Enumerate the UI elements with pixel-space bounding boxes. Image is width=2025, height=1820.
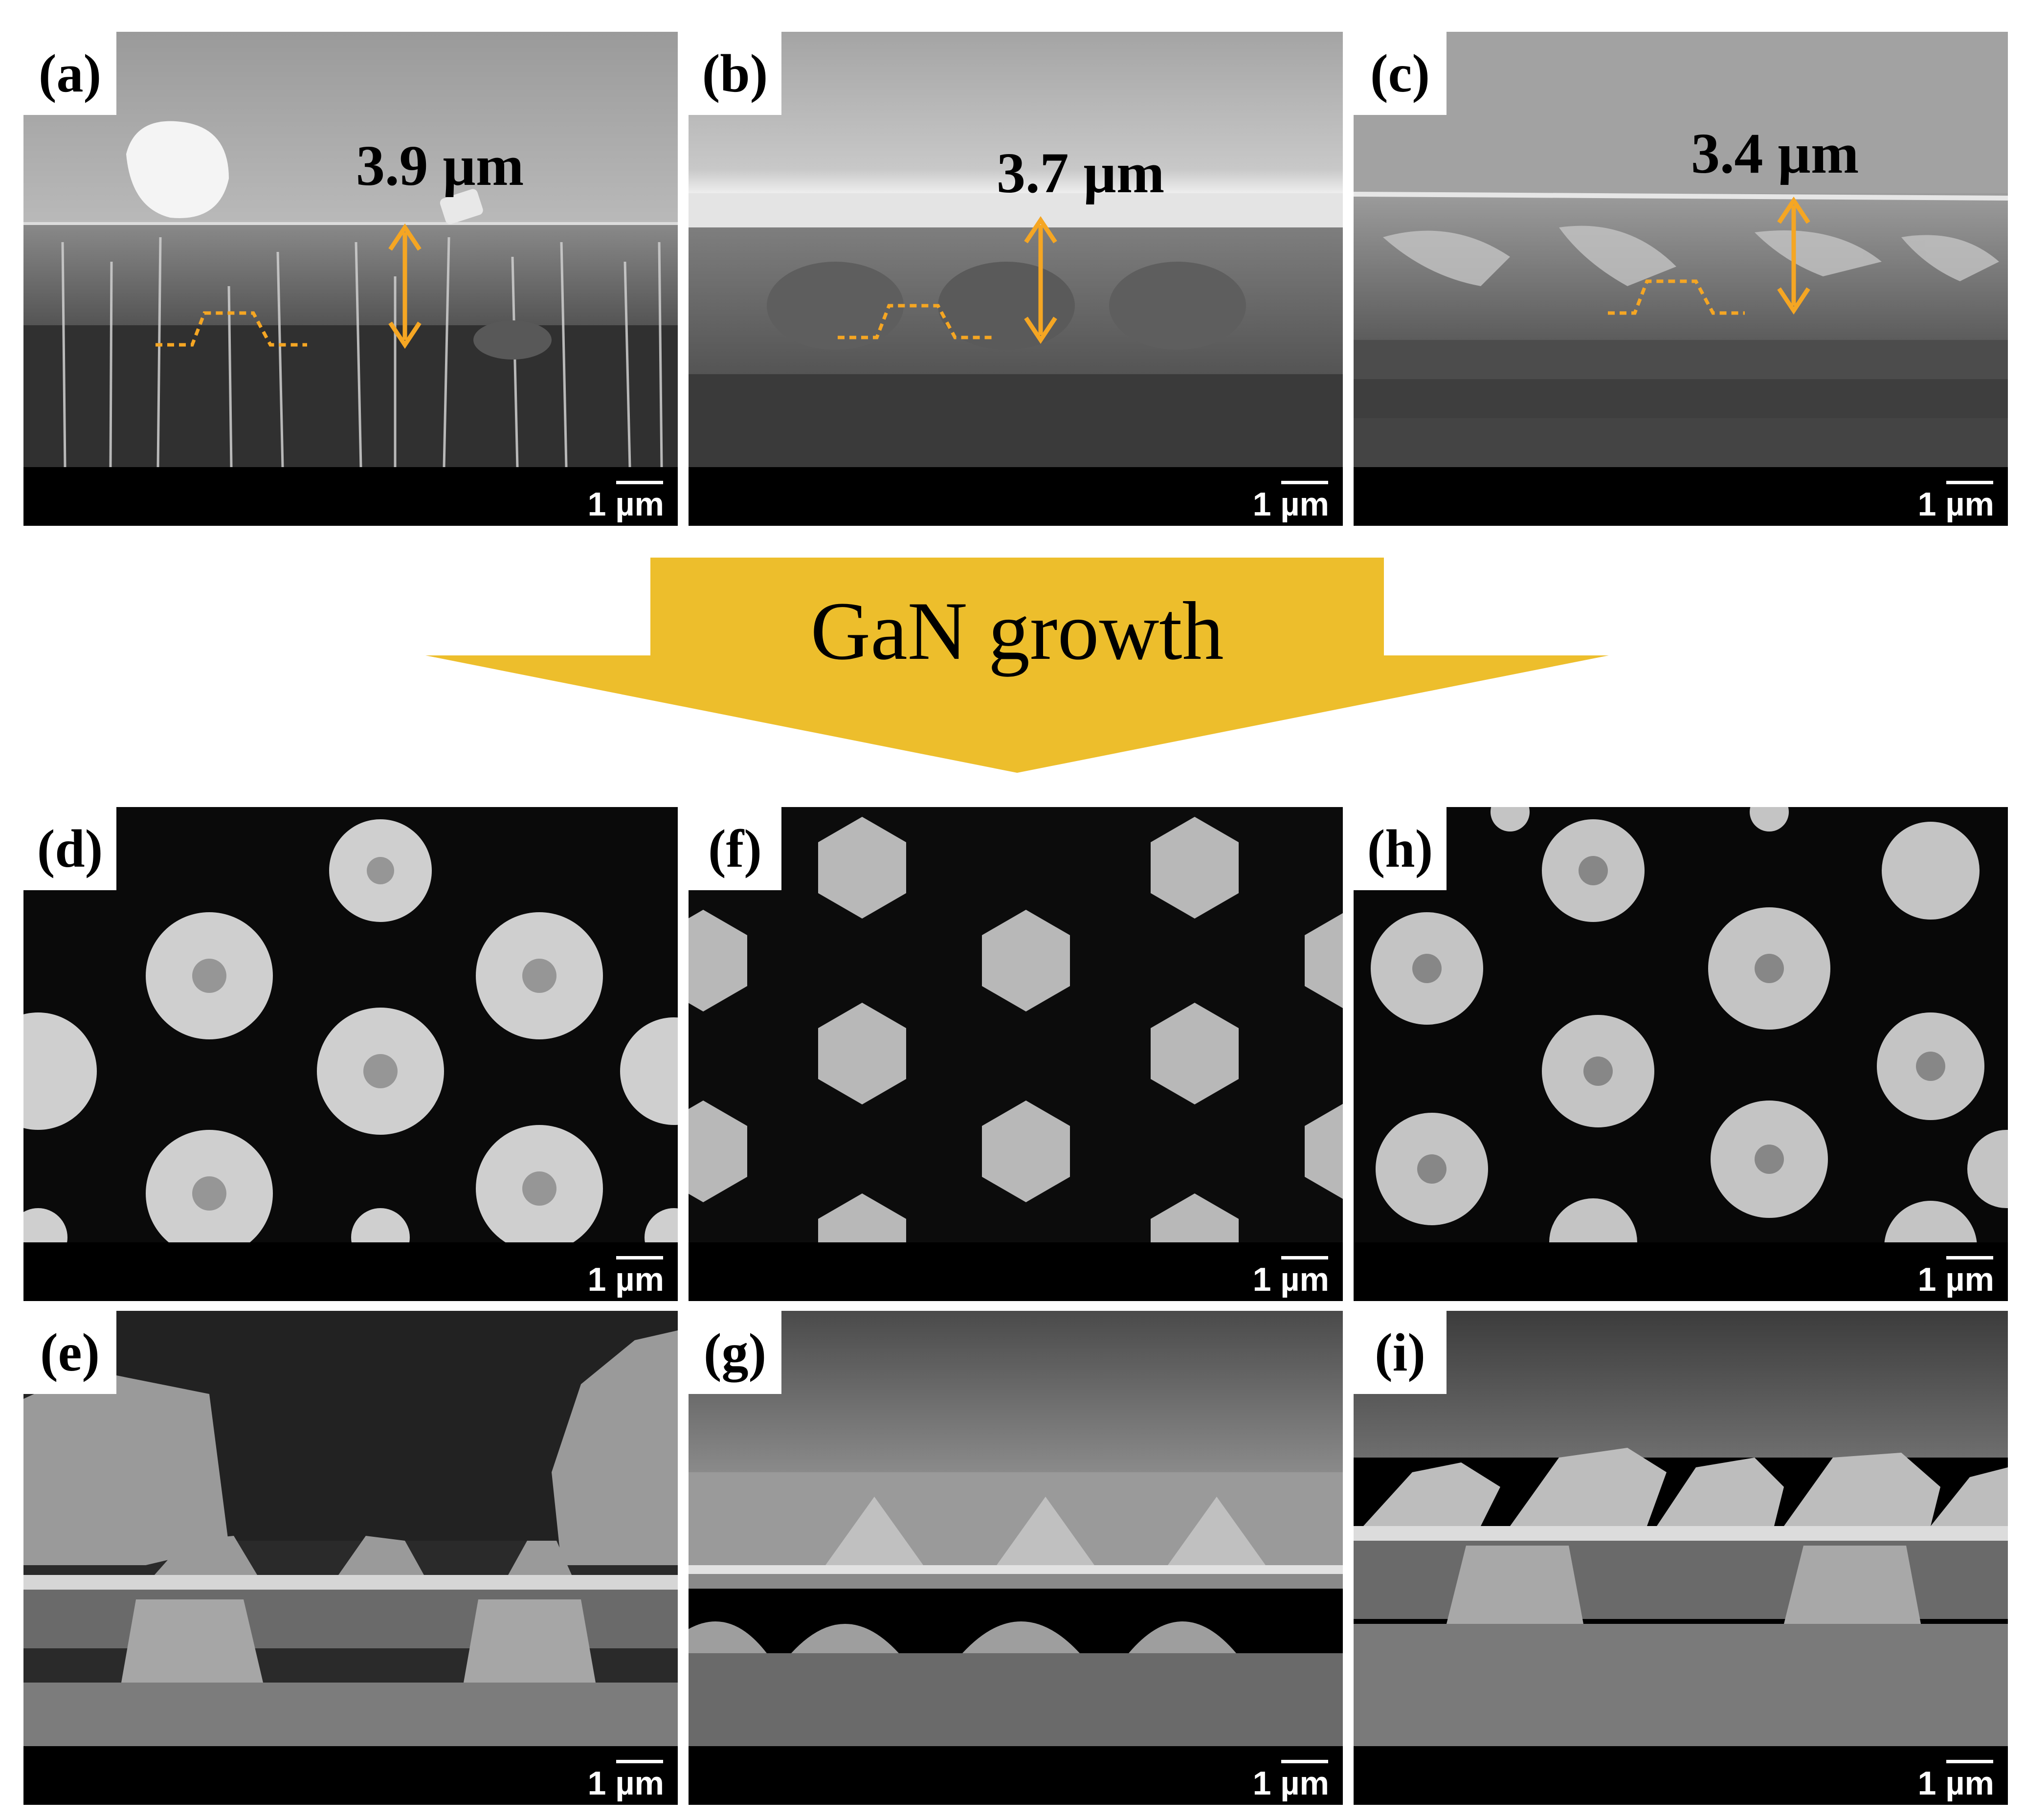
scale-bar-c: 1 µm bbox=[1917, 481, 1994, 523]
sem-panel-d: (d) 1 µm bbox=[23, 807, 678, 1301]
panel-label-f: (f) bbox=[689, 807, 781, 890]
sem-panel-c: (c) 3.4 µm 1 µm bbox=[1354, 32, 2008, 526]
panel-label-h: (h) bbox=[1354, 807, 1446, 890]
scale-value: 1 bbox=[587, 486, 606, 523]
thickness-label-c: 3.4 µm bbox=[1691, 121, 1859, 185]
sem-image-g bbox=[689, 1311, 1343, 1805]
panel-label-e: (e) bbox=[23, 1311, 116, 1394]
scale-unit: µm bbox=[615, 1256, 664, 1298]
growth-arrow-label: GaN growth bbox=[810, 585, 1224, 677]
scale-bar-e: 1 µm bbox=[587, 1760, 664, 1802]
sem-image-d bbox=[23, 807, 678, 1301]
sem-image-i bbox=[1354, 1311, 2008, 1805]
sem-image-c bbox=[1354, 32, 2008, 526]
scale-unit: µm bbox=[1945, 481, 1994, 523]
scale-unit: µm bbox=[1280, 481, 1329, 523]
sem-panel-b: (b) 3.7 µm 1 µm bbox=[689, 32, 1343, 526]
sem-panel-i: (i) 1 µm bbox=[1354, 1311, 2008, 1805]
scale-value: 1 bbox=[1252, 1765, 1271, 1802]
scale-value: 1 bbox=[1917, 486, 1936, 523]
thickness-label-b: 3.7 µm bbox=[997, 141, 1165, 205]
scale-unit: µm bbox=[1280, 1256, 1329, 1298]
sem-panel-f: (f) 1 µm bbox=[689, 807, 1343, 1301]
growth-arrow bbox=[425, 558, 1609, 773]
sem-panel-h: (h) 1 µm bbox=[1354, 807, 2008, 1301]
sem-image-e bbox=[23, 1311, 678, 1805]
panel-label-g: (g) bbox=[689, 1311, 781, 1394]
scale-bar-a: 1 µm bbox=[587, 481, 664, 523]
panel-label-c: (c) bbox=[1354, 32, 1446, 115]
scale-bar-i: 1 µm bbox=[1917, 1760, 1994, 1802]
scale-value: 1 bbox=[1917, 1261, 1936, 1298]
scale-bar-b: 1 µm bbox=[1252, 481, 1329, 523]
scale-unit: µm bbox=[1280, 1760, 1329, 1802]
sem-panel-g: (g) 1 µm bbox=[689, 1311, 1343, 1805]
scale-bar-f: 1 µm bbox=[1252, 1256, 1329, 1298]
sem-panel-e: (e) 1 µm bbox=[23, 1311, 678, 1805]
scale-value: 1 bbox=[587, 1765, 606, 1802]
sem-image-h bbox=[1354, 807, 2008, 1301]
sem-image-a bbox=[23, 32, 678, 526]
sem-panel-a: (a) 3.9 µm 1 µm bbox=[23, 32, 678, 526]
scale-bar-d: 1 µm bbox=[587, 1256, 664, 1298]
scale-bar-h: 1 µm bbox=[1917, 1256, 1994, 1298]
scale-unit: µm bbox=[615, 481, 664, 523]
scale-value: 1 bbox=[587, 1261, 606, 1298]
scale-value: 1 bbox=[1252, 486, 1271, 523]
scale-unit: µm bbox=[1945, 1256, 1994, 1298]
sem-image-f bbox=[689, 807, 1343, 1301]
scale-bar-g: 1 µm bbox=[1252, 1760, 1329, 1802]
scale-value: 1 bbox=[1252, 1261, 1271, 1298]
panel-label-i: (i) bbox=[1354, 1311, 1446, 1394]
scale-value: 1 bbox=[1917, 1765, 1936, 1802]
panel-label-d: (d) bbox=[23, 807, 116, 890]
scale-unit: µm bbox=[1945, 1760, 1994, 1802]
thickness-label-a: 3.9 µm bbox=[356, 134, 524, 198]
panel-label-b: (b) bbox=[689, 32, 781, 115]
panel-label-a: (a) bbox=[23, 32, 116, 115]
sem-image-b bbox=[689, 32, 1343, 526]
scale-unit: µm bbox=[615, 1760, 664, 1802]
